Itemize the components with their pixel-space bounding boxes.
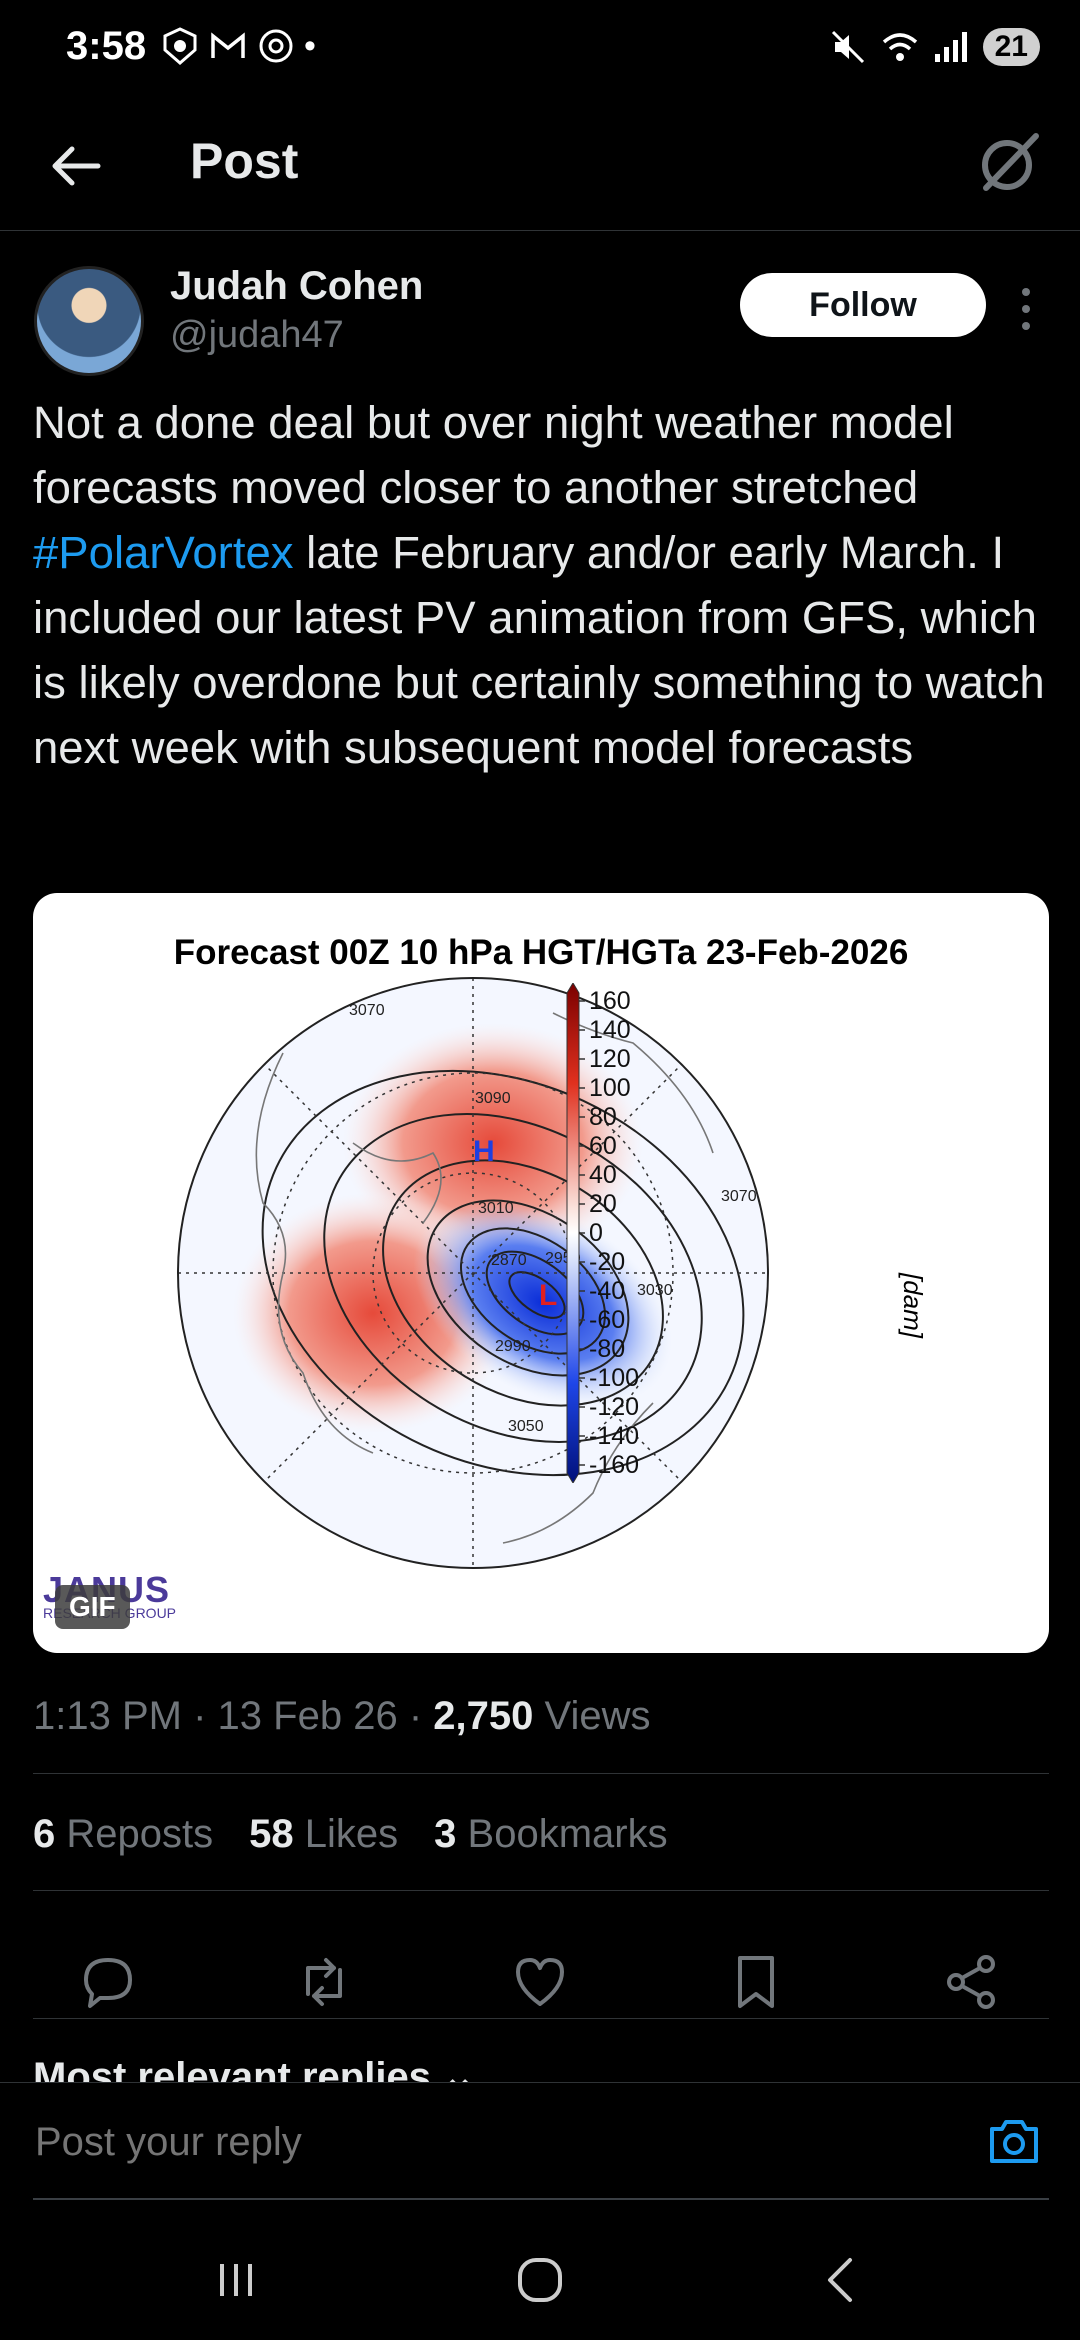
colorbar-tick-label: -40: [589, 1277, 625, 1305]
author-name[interactable]: Judah Cohen: [170, 264, 424, 308]
contour-label: 3090: [475, 1090, 511, 1107]
divider: [33, 1773, 1049, 1774]
contour-labels: 3070 3090 3010 2870 2950 2990 3030 3050 …: [349, 1002, 757, 1435]
colorbar-tick-label: 120: [589, 1045, 631, 1073]
colorbar-tick-label: -80: [589, 1335, 625, 1363]
share-icon[interactable]: [942, 1952, 1002, 2012]
colorbar-tick-label: 0: [589, 1219, 603, 1247]
meta-separator: ·: [408, 1694, 423, 1738]
colorbar-tick-label: 140: [589, 1016, 631, 1044]
status-dot: •: [304, 26, 316, 65]
more-options-icon[interactable]: [1016, 284, 1036, 334]
status-notification-icons: •: [160, 26, 316, 66]
meta-separator: ·: [193, 1694, 207, 1738]
author-avatar[interactable]: [34, 266, 144, 376]
stat-label: Likes: [304, 1812, 399, 1856]
colorbar-tick-label: -100: [589, 1364, 639, 1392]
gmail-icon: [211, 32, 245, 58]
contour-label: 3050: [508, 1418, 544, 1435]
threads-icon: [259, 29, 293, 63]
shield-app-icon: [163, 27, 197, 65]
status-system-icons: 21: [829, 28, 1040, 66]
contour-label: 3010: [478, 1200, 514, 1217]
hashtag-link[interactable]: #PolarVortex: [33, 527, 294, 578]
contour-label: 3070: [349, 1002, 385, 1019]
views-count: 2,750: [433, 1694, 534, 1738]
page-title: Post: [190, 133, 299, 189]
signal-icon: [934, 32, 967, 62]
like-icon[interactable]: [510, 1952, 570, 2012]
status-time: 3:58: [66, 24, 147, 68]
height-contours: [261, 1069, 745, 1477]
recent-apps-icon[interactable]: [206, 2250, 266, 2310]
reply-composer: [0, 2082, 1080, 2243]
bookmark-icon[interactable]: [726, 1952, 786, 2012]
post-media-gif[interactable]: Forecast 00Z 10 hPa HGT/HGTa 23-Feb-2026: [33, 893, 1049, 1653]
system-nav-bar: [0, 2220, 1080, 2340]
battery-indicator: 21: [982, 28, 1040, 66]
post-meta: 1:13 PM · 13 Feb 26 · 2,750 Views: [33, 1694, 650, 1739]
high-marker: H: [473, 1135, 495, 1168]
stat-count: 3: [434, 1812, 457, 1856]
colorbar-tick-label: 20: [589, 1190, 617, 1218]
home-icon[interactable]: [510, 2250, 570, 2310]
colorbar-tick-label: 40: [589, 1161, 617, 1189]
reply-input[interactable]: [33, 2119, 937, 2166]
wifi-icon: [882, 33, 917, 61]
stat-label: Bookmarks: [467, 1812, 668, 1856]
back-arrow-icon[interactable]: [48, 138, 104, 194]
reposts-stat[interactable]: 6 Reposts: [33, 1812, 213, 1857]
colorbar-tick-label: -20: [589, 1248, 625, 1276]
colorbar-tick-label: 80: [589, 1103, 617, 1131]
post-text: Not a done deal but over night weather m…: [33, 390, 1053, 780]
colorbar-tick-label: -140: [589, 1422, 639, 1450]
colorbar-ticks: 160140120100806040200-20-40-60-80-100-12…: [579, 987, 639, 1479]
post-text-after: late February and/or early March. I incl…: [33, 527, 1045, 773]
colorbar: 160140120100806040200-20-40-60-80-100-12…: [566, 983, 639, 1483]
contour-label: 2870: [491, 1252, 527, 1269]
stat-label: Reposts: [66, 1812, 214, 1856]
post-date: 13 Feb 26: [217, 1694, 398, 1738]
stat-count: 58: [249, 1812, 294, 1856]
colorbar-label: [dam]: [898, 1273, 928, 1339]
post-text-before: Not a done deal but over night weather m…: [33, 397, 954, 513]
divider: [33, 1890, 1049, 1891]
low-marker: L: [539, 1279, 557, 1312]
author-handle[interactable]: @judah47: [170, 314, 344, 356]
colorbar-tick-label: -120: [589, 1393, 639, 1421]
action-bar: [0, 1922, 1080, 2022]
mute-icon: [831, 30, 864, 64]
composer-underline: [33, 2198, 1049, 2200]
stat-count: 6: [33, 1812, 56, 1856]
repost-icon[interactable]: [294, 1952, 354, 2012]
back-nav-icon[interactable]: [812, 2250, 872, 2310]
divider: [33, 2018, 1049, 2019]
colorbar-tick-label: -160: [589, 1451, 639, 1479]
colorbar-tick-label: 100: [589, 1074, 631, 1102]
chart-title: Forecast 00Z 10 hPa HGT/HGTa 23-Feb-2026: [173, 933, 909, 972]
post-time: 1:13 PM: [33, 1694, 182, 1738]
colorbar-tick-label: 60: [589, 1132, 617, 1160]
contour-label: 2990: [495, 1338, 531, 1355]
likes-stat[interactable]: 58 Likes: [249, 1812, 398, 1857]
polar-map: H L 3070 3090 3010 2870 2950 2990 3030 3…: [177, 977, 769, 1569]
anomaly-low: [413, 1198, 673, 1408]
engagement-stats: 6 Reposts 58 Likes 3 Bookmarks: [33, 1812, 668, 1857]
contour-label: 3030: [637, 1282, 673, 1299]
graticule: [178, 978, 768, 1568]
coastlines: [255, 1012, 714, 1544]
camera-icon[interactable]: [986, 2113, 1042, 2169]
gif-badge: GIF: [55, 1585, 130, 1629]
bookmarks-stat[interactable]: 3 Bookmarks: [434, 1812, 667, 1857]
colorbar-tick-label: 160: [589, 987, 631, 1015]
contour-label: 3070: [721, 1188, 757, 1205]
colorbar-tick-label: -60: [589, 1306, 625, 1334]
grok-icon[interactable]: [974, 128, 1044, 198]
views-label[interactable]: Views: [544, 1694, 651, 1738]
reply-icon[interactable]: [78, 1952, 138, 2012]
status-bar: 3:58 • 21: [0, 0, 1080, 100]
top-app-bar: Post: [0, 100, 1080, 231]
follow-button[interactable]: Follow: [740, 273, 986, 337]
